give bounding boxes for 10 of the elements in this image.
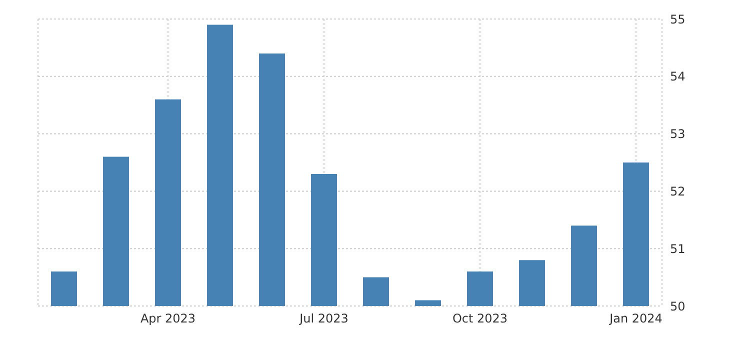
x-tick-label: Oct 2023 xyxy=(452,312,508,326)
x-tick-label: Jul 2023 xyxy=(298,312,348,326)
x-tick-label: Jan 2024 xyxy=(608,312,662,326)
y-tick-label: 54 xyxy=(670,70,686,84)
y-tick-label: 51 xyxy=(670,242,686,256)
y-tick-label: 50 xyxy=(670,299,686,314)
y-tick-label: 52 xyxy=(670,184,686,198)
y-tick-label: 55 xyxy=(670,12,686,26)
y-tick-label: 53 xyxy=(670,127,686,142)
x-tick-label: Apr 2023 xyxy=(140,312,196,326)
